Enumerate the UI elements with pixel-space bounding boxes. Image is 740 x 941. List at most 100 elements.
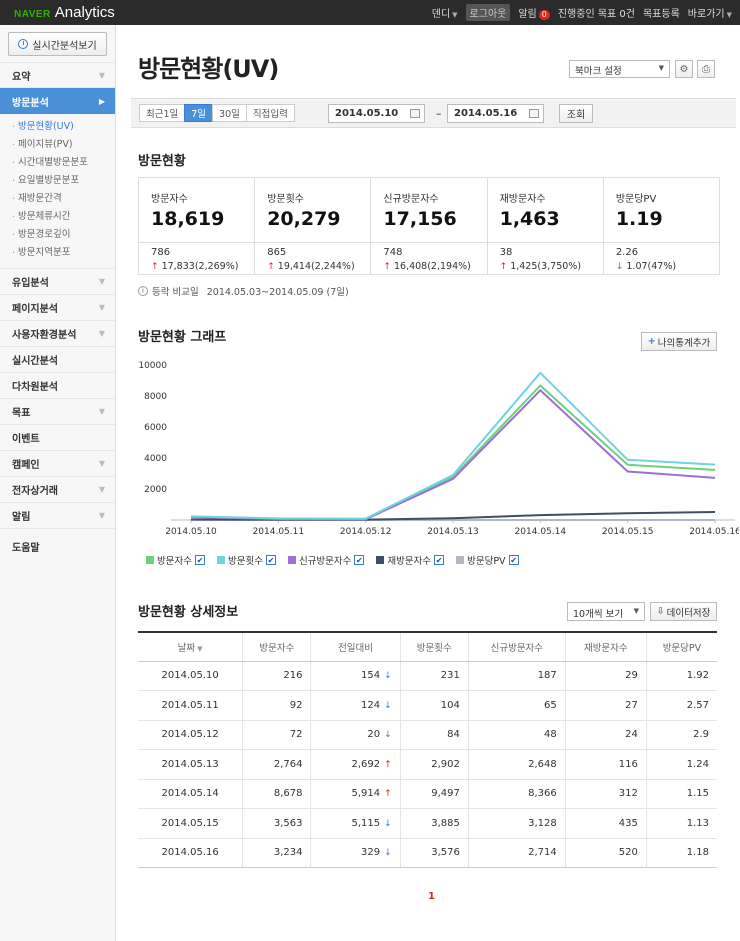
- table-cell-new: 65: [467, 690, 566, 721]
- sidebar-item-label: 알림: [12, 512, 31, 523]
- goal-register-link[interactable]: 목표등록: [642, 9, 680, 20]
- legend-checkbox[interactable]: ✔: [354, 555, 365, 565]
- submenu-item-uv[interactable]: 방문현황(UV): [0, 116, 115, 136]
- legend-item[interactable]: 방문당PV ✔: [456, 553, 519, 567]
- legend-item[interactable]: 방문자수 ✔: [146, 553, 205, 567]
- cell-value: 104: [440, 699, 460, 711]
- sidebar-item-help[interactable]: 도움말: [0, 533, 115, 559]
- summary-delta-value: 19,414(2,244%): [277, 261, 355, 272]
- summary-value: 1.19: [615, 208, 663, 230]
- header-pv-per-visit: 방문당PV: [645, 631, 717, 662]
- sidebar-item-summary[interactable]: 요약 ▼: [0, 62, 115, 88]
- table-cell-returning: 29: [564, 661, 647, 691]
- bookmark-select[interactable]: 북마크 설정 ▼: [569, 60, 670, 78]
- realtime-analysis-button[interactable]: 실시간분석보기: [8, 32, 107, 56]
- sidebar-item-multidim[interactable]: 다차원분석: [0, 373, 115, 399]
- query-button[interactable]: 조회: [559, 104, 593, 123]
- pagination-page-1[interactable]: 1: [428, 891, 435, 902]
- sidebar-item-label: 캠페인: [12, 460, 40, 471]
- cell-value: 5,914: [351, 788, 381, 800]
- save-data-button[interactable]: ⇩ 데이터저장: [650, 602, 717, 621]
- date-from-input[interactable]: 2014.05.10: [328, 104, 425, 123]
- cell-value: 2,764: [273, 758, 303, 770]
- cell-value: 2014.05.11: [161, 699, 219, 711]
- table-cell-visitors: 8,678: [242, 779, 311, 809]
- table-row: 2014.05.12 72 20 ↓ 84 48 24 2.9: [138, 720, 717, 750]
- submenu-item-path-depth[interactable]: 방문경로깊이: [0, 224, 115, 244]
- sidebar-item-alert[interactable]: 알림 ▼: [0, 503, 115, 529]
- range-tab-30days[interactable]: 30일: [212, 104, 247, 122]
- range-tab-1day[interactable]: 최근1일: [139, 104, 186, 122]
- header-visitors: 방문자수: [242, 631, 311, 662]
- table-cell-visitors: 92: [242, 690, 311, 721]
- sidebar-item-inflow[interactable]: 유입분석 ▼: [0, 269, 115, 295]
- legend-swatch: [287, 556, 296, 564]
- sidebar-item-label: 사용자환경분석: [12, 330, 77, 341]
- legend-checkbox[interactable]: ✔: [508, 555, 519, 565]
- table-cell-new: 3,128: [467, 808, 566, 839]
- sidebar-item-user-env[interactable]: 사용자환경분석 ▼: [0, 321, 115, 347]
- legend-item[interactable]: 신규방문자수 ✔: [287, 553, 365, 567]
- date-to-input[interactable]: 2014.05.16: [447, 104, 544, 123]
- sidebar-item-goal[interactable]: 목표 ▼: [0, 399, 115, 425]
- sidebar-item-page[interactable]: 페이지분석 ▼: [0, 295, 115, 321]
- cell-value: 329: [361, 847, 381, 859]
- cell-value: 48: [544, 729, 557, 741]
- arrow-up-icon: ↑: [383, 262, 391, 272]
- logout-button[interactable]: 로그아웃: [465, 4, 511, 21]
- calendar-icon[interactable]: [529, 109, 539, 118]
- sidebar-item-event[interactable]: 이벤트: [0, 425, 115, 451]
- user-menu[interactable]: 덴디 ▼: [432, 5, 458, 20]
- x-tick-label: 2014.05.16: [689, 527, 739, 535]
- top-nav: 덴디 ▼ 로그아웃 알림 0 진행중인 목표 0건 목표등록 바로가기 ▼: [432, 0, 732, 25]
- legend-checkbox[interactable]: ✔: [434, 555, 445, 565]
- submenu-item-stay-time[interactable]: 방문체류시간: [0, 206, 115, 226]
- header-date[interactable]: 날짜 ▼: [138, 631, 243, 662]
- submenu-item-weekday[interactable]: 요일별방문분포: [0, 170, 115, 190]
- alerts-link[interactable]: 알림 0: [518, 5, 550, 20]
- header-new-visitors: 신규방문자수: [467, 631, 566, 662]
- legend-item[interactable]: 재방문자수 ✔: [376, 553, 445, 567]
- add-my-stat-button[interactable]: + 나의통계추가: [641, 332, 717, 351]
- naver-analytics-logo[interactable]: NAVER Analytics: [14, 4, 115, 21]
- arrow-down-icon: ↓: [384, 818, 392, 829]
- chevron-down-icon: ▼: [98, 407, 105, 416]
- compare-note: i 등락 비교일 2014.05.03~2014.05.09 (7일): [138, 284, 349, 298]
- submenu-item-region[interactable]: 방문지역분포: [0, 242, 115, 262]
- submenu-item-hourly[interactable]: 시간대별방문분포: [0, 152, 115, 172]
- sidebar-item-label: 실시간분석: [12, 356, 58, 367]
- table-row: 2014.05.16 3,234 329 ↓ 3,576 2,714 520 1.18: [138, 838, 717, 868]
- submenu-item-revisit-interval[interactable]: 재방문간격: [0, 188, 115, 208]
- plus-icon: +: [647, 336, 656, 347]
- shortcut-menu[interactable]: 바로가기 ▼: [688, 5, 732, 20]
- sidebar-item-campaign[interactable]: 캠페인 ▼: [0, 451, 115, 477]
- legend-item[interactable]: 방문횟수 ✔: [216, 553, 276, 567]
- calendar-icon[interactable]: [410, 109, 420, 118]
- cell-value: 2.57: [686, 699, 709, 711]
- legend-checkbox[interactable]: ✔: [194, 555, 205, 565]
- page-size-select[interactable]: 10개씩 보기 ▼: [567, 602, 645, 621]
- chart-legend: 방문자수 ✔ 방문횟수 ✔ 신규방문자수 ✔ 재방문자수 ✔ 방문당PV ✔: [146, 553, 519, 567]
- chevron-down-icon: ▼: [726, 11, 732, 19]
- range-tab-7days[interactable]: 7일: [184, 104, 214, 122]
- summary-cards: 방문자수 18,619 786 ↑ 17,833(2,269%) 방문횟수 20,279 8…: [138, 177, 720, 275]
- sidebar-item-realtime[interactable]: 실시간분석: [0, 347, 115, 373]
- user-name: 덴디: [431, 9, 451, 20]
- submenu-item-pv[interactable]: 페이지뷰(PV): [0, 134, 115, 154]
- table-cell-change: 2,692 ↑: [310, 749, 401, 780]
- table-cell-change: 20 ↓: [310, 720, 401, 750]
- table-cell-new: 8,366: [467, 779, 566, 809]
- summary-divider: [255, 242, 371, 243]
- sidebar-item-ecommerce[interactable]: 전자상거래 ▼: [0, 477, 115, 503]
- sidebar-item-label: 유입분석: [12, 278, 49, 289]
- sidebar-item-visit-analysis[interactable]: 방문분석 ▶: [0, 88, 115, 114]
- settings-button[interactable]: ⚙: [675, 60, 693, 78]
- legend-checkbox[interactable]: ✔: [265, 555, 276, 565]
- goals-in-progress-link[interactable]: 진행중인 목표 0건: [557, 9, 635, 20]
- cell-value: 2,692: [351, 758, 381, 770]
- cell-value: 24: [625, 729, 638, 741]
- table-cell-new: 2,714: [467, 838, 566, 868]
- range-tab-custom[interactable]: 직접입력: [245, 104, 295, 122]
- print-button[interactable]: ⎙: [697, 60, 715, 78]
- header-label: 날짜: [177, 642, 196, 654]
